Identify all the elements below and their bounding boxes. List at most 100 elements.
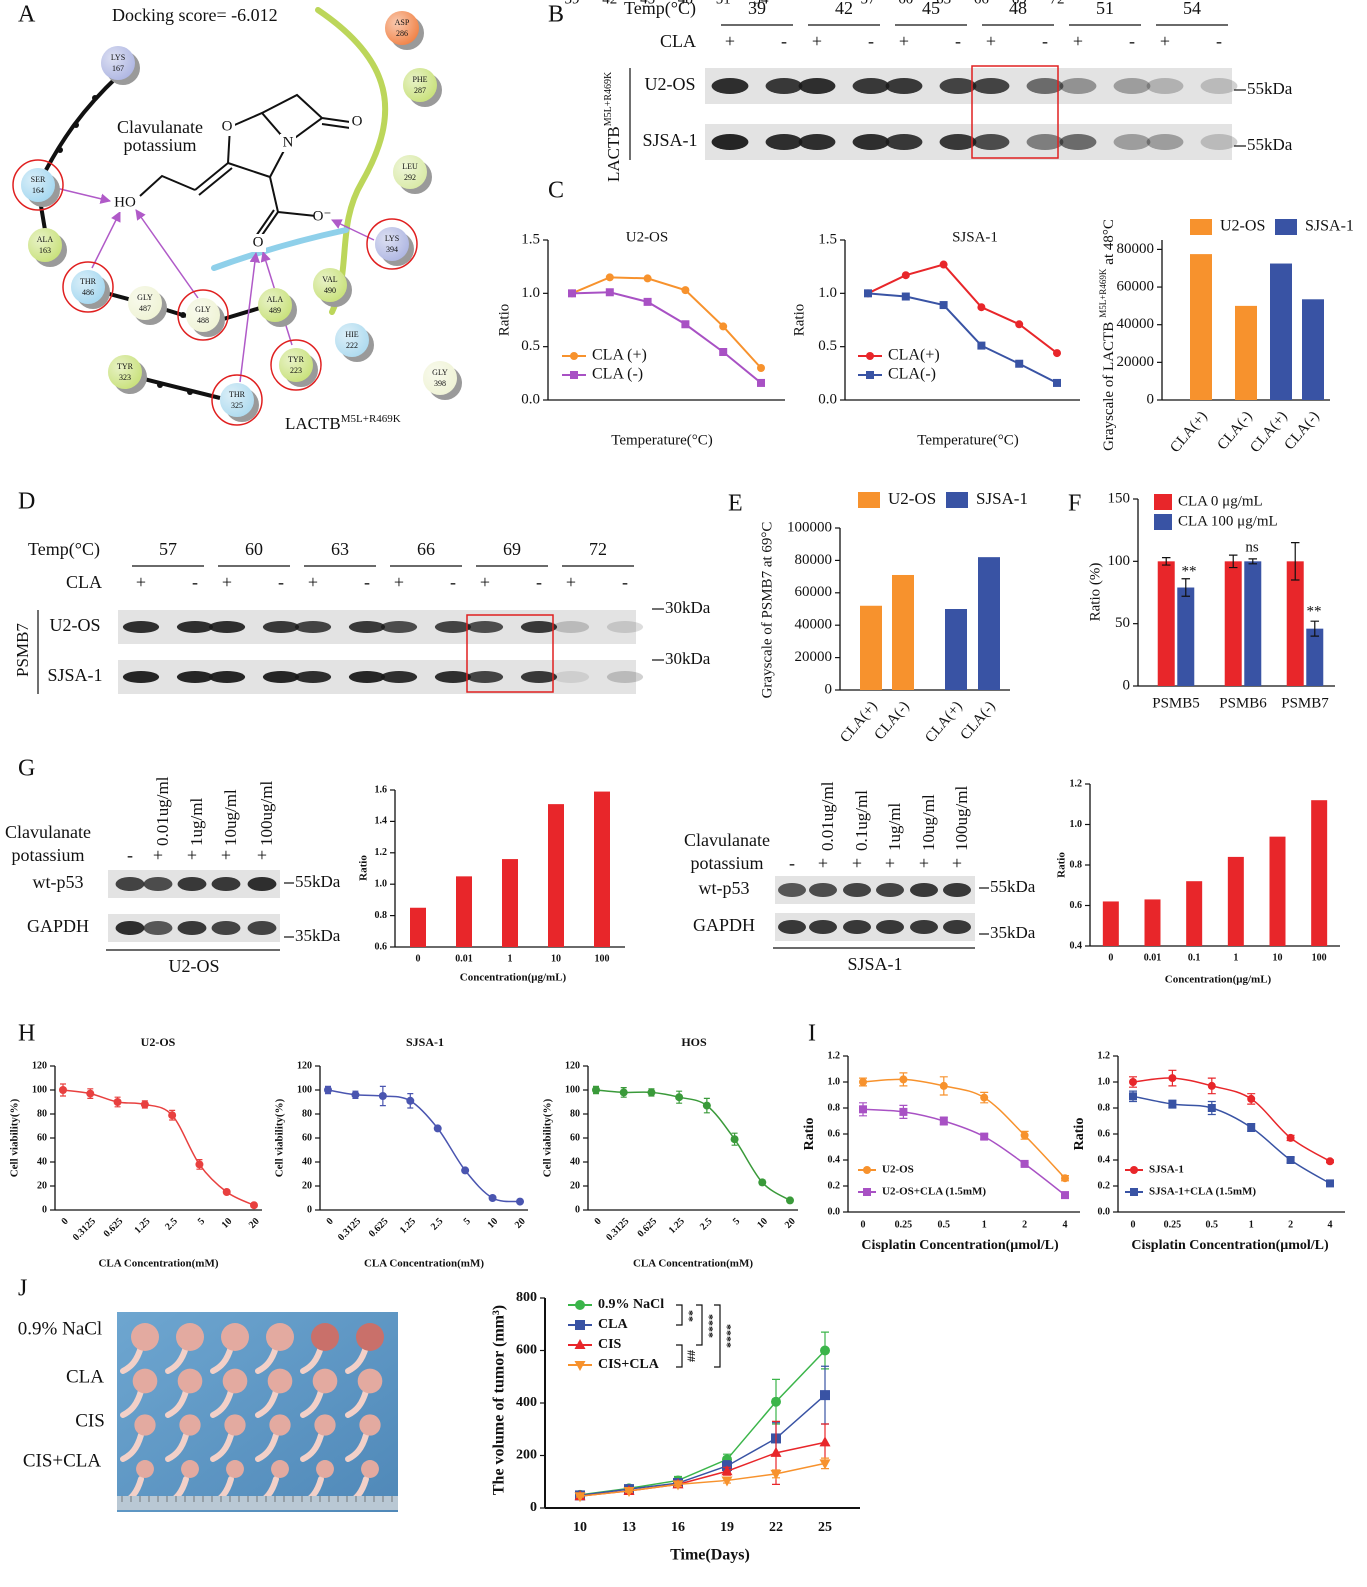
bar xyxy=(410,907,426,947)
panel-label: E xyxy=(728,491,743,517)
bar xyxy=(1157,561,1175,686)
x-tick-label: 0.01 xyxy=(455,953,473,964)
residue-number: 394 xyxy=(386,245,398,254)
x-axis-label: Time(Days) xyxy=(670,1547,750,1564)
blot-band xyxy=(380,671,418,683)
marker xyxy=(757,378,765,387)
residue-shine xyxy=(313,268,347,302)
y-tick-label: 100000 xyxy=(787,519,832,535)
temp-label: 57 xyxy=(159,539,177,559)
bar xyxy=(502,859,518,947)
legend-swatch xyxy=(1190,219,1212,235)
sign: - xyxy=(1216,31,1222,51)
x-tick-label: 1.25 xyxy=(132,1216,152,1236)
marker-label: 55kDa xyxy=(1247,135,1293,154)
blot-band xyxy=(177,921,207,935)
dose-label: 0.01ug/ml xyxy=(818,781,837,851)
marker xyxy=(378,1092,387,1100)
annotation: **** xyxy=(702,1314,716,1338)
marker xyxy=(721,1465,733,1476)
x-tick-label: 0 xyxy=(592,1216,603,1227)
temp-label: 39 xyxy=(748,0,766,18)
error-bar xyxy=(1181,578,1191,597)
chart: 0.0 0.2 0.4 0.6 0.8 1.0 1.2 0 0.25 0.5 1 2 4 Cisplati… xyxy=(802,1050,1080,1253)
blot-band xyxy=(294,621,332,633)
marker xyxy=(1015,320,1024,329)
sign: + xyxy=(394,572,404,592)
marker xyxy=(770,1469,782,1480)
marker-label: 30kDa xyxy=(665,598,711,617)
y-tick-label: 1.4 xyxy=(375,816,388,827)
annotation: ns xyxy=(1245,539,1259,555)
sign: + xyxy=(566,572,576,592)
x-tick-label: 54 xyxy=(754,0,770,7)
residue-number: 325 xyxy=(231,401,243,410)
annotation: ** xyxy=(682,1310,696,1322)
tumor xyxy=(316,1460,334,1478)
residue-shine xyxy=(186,298,220,332)
dose-label: 10ug/ml xyxy=(919,794,938,851)
y-tick-label: 20000 xyxy=(1117,354,1155,370)
bar xyxy=(1244,561,1262,686)
marker xyxy=(980,1132,989,1141)
residue-number: 163 xyxy=(39,246,51,255)
marker xyxy=(1168,1100,1177,1109)
x-tick-label: 25 xyxy=(818,1520,832,1535)
cell-label: U2-OS xyxy=(49,615,100,635)
y-axis-label: Grayscale of LACTB M5L+R469K at 48°C xyxy=(1098,219,1117,451)
x-tick-label: 69 xyxy=(1012,0,1027,7)
x-axis-label: Concentration(μg/mL) xyxy=(1165,974,1272,986)
protein-sup: M5L+R469K xyxy=(341,413,401,425)
tumor xyxy=(224,1414,246,1436)
residue-name: TYR xyxy=(117,362,134,371)
tumor xyxy=(131,1323,159,1351)
legend-swatch xyxy=(1154,494,1172,510)
tumor-tail xyxy=(345,1432,369,1462)
residue-number: 486 xyxy=(82,288,94,297)
y-tick-label: 120 xyxy=(565,1060,580,1071)
panel-label: J xyxy=(18,1276,27,1302)
x-tick-label: 0.3125 xyxy=(336,1216,363,1243)
blot-header: Temp(°C) xyxy=(624,0,696,19)
blot-band xyxy=(115,921,145,935)
tumor xyxy=(222,1368,248,1394)
blot-band xyxy=(798,134,836,150)
contact-ring xyxy=(177,289,229,341)
protein-sup: M5L+R469K xyxy=(603,71,614,126)
x-tick-label: 10 xyxy=(485,1216,500,1231)
marker xyxy=(899,1107,908,1116)
blot-band xyxy=(939,134,977,150)
marker xyxy=(1053,378,1061,387)
chain-dot xyxy=(73,122,79,128)
residue-name: ALA xyxy=(267,295,284,304)
solvent-arc xyxy=(211,227,349,271)
temp-label: 51 xyxy=(1096,0,1114,18)
dose-label: 100ug/ml xyxy=(257,781,276,846)
residue-number: 489 xyxy=(269,306,281,315)
y-tick-label: 0.5 xyxy=(521,338,540,354)
tumor xyxy=(132,1368,158,1394)
residue-shine xyxy=(335,323,369,357)
error-bar xyxy=(1290,542,1300,581)
y-tick-label: 20 xyxy=(302,1180,312,1191)
x-axis-label: Concentration(μg/mL) xyxy=(460,972,567,984)
legend-marker xyxy=(574,1361,586,1371)
residue-shine xyxy=(28,228,62,262)
significance-bracket xyxy=(714,1304,721,1368)
marker xyxy=(1053,349,1061,358)
h-bond xyxy=(135,209,199,299)
x-tick-label: CLA(+) xyxy=(837,698,880,745)
x-tick-label: 45 xyxy=(640,0,655,7)
x-tick-label: 0 xyxy=(324,1216,335,1227)
ligand-name: potassium xyxy=(123,135,196,155)
bar xyxy=(1306,628,1324,686)
chart-title: SJSA-1 xyxy=(406,1035,444,1049)
marker xyxy=(758,1178,767,1187)
y-tick-label: 0 xyxy=(42,1204,47,1215)
tumor-tail xyxy=(120,1388,144,1418)
marker-label: 35kDa xyxy=(295,926,341,945)
marker xyxy=(643,297,652,306)
marker xyxy=(1207,1081,1216,1090)
blot-band xyxy=(247,877,277,891)
